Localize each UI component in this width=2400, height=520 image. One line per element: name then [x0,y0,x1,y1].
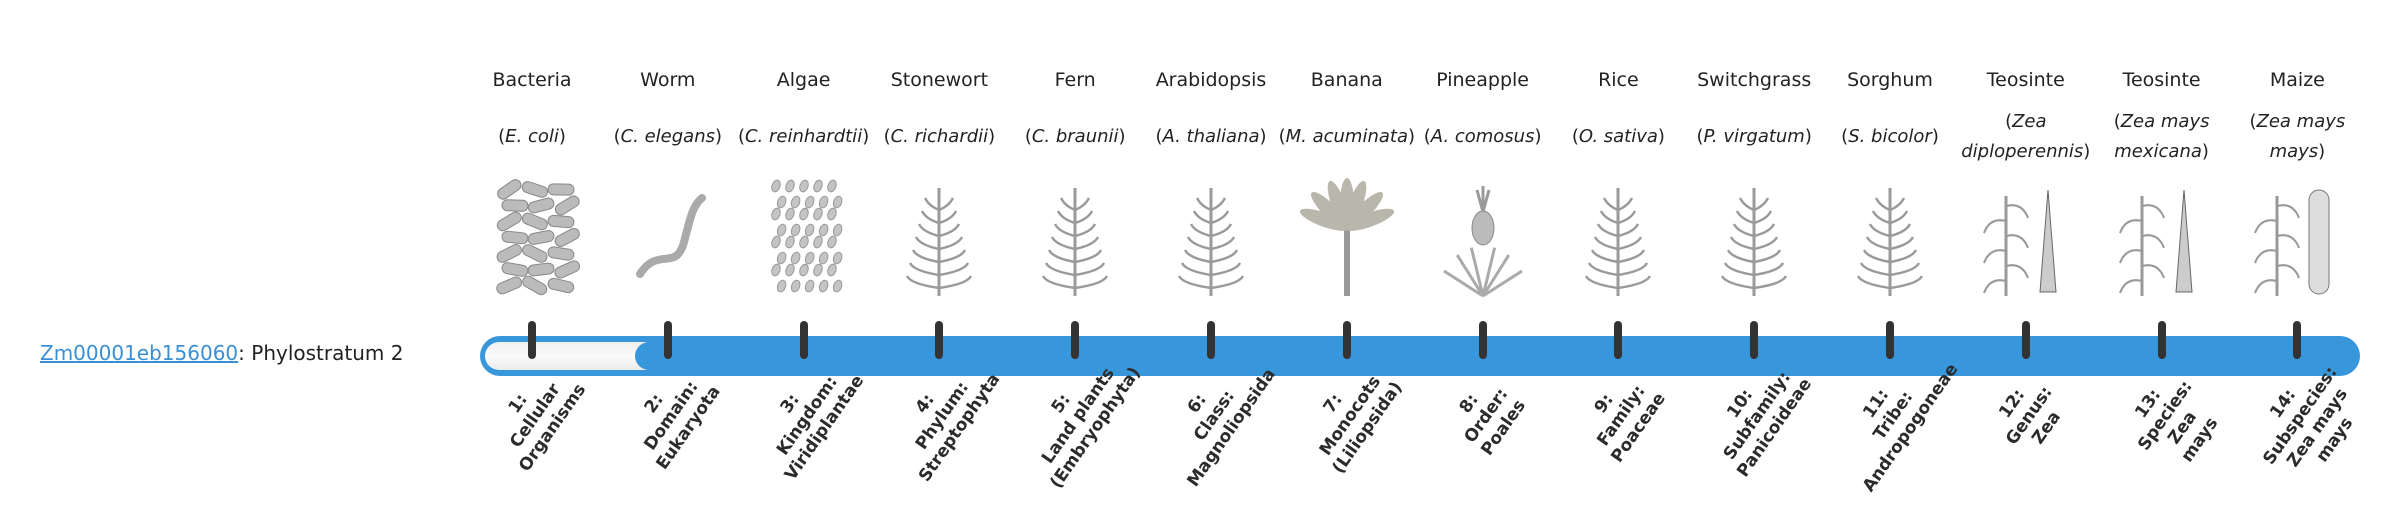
stratum-tick [2157,321,2166,359]
organism-scientific-name: (Zea diploperennis) [1961,111,2091,162]
organism-common-name: Rice [1598,69,1639,91]
gene-phylostratum-label: Zm00001eb156060: Phylostratum 2 [40,338,403,368]
phylostratum-fill [485,342,659,370]
organism-common-name: Maize [2269,69,2325,91]
organism-scientific-name: (A. comosus) [1423,126,1542,147]
organism-common-name: Stonewort [890,69,989,91]
stratum-tick [528,321,536,359]
pineapple-icon [1433,176,1533,298]
stratum-tick [1478,321,1487,359]
organism-scientific-name: (M. acuminata) [1278,126,1416,147]
stratum-tick [1614,321,1623,359]
algae-icon [754,176,854,298]
bacteria-icon [482,176,582,298]
stonewort-icon [889,176,989,298]
rice-icon [1568,176,1668,298]
phylostratum-fill-edge [634,342,663,370]
stratum-tick [1342,321,1351,359]
stratum-tick [1207,321,1215,359]
organism-scientific-name: (P. virgatum) [1696,126,1812,147]
organism-common-name: Fern [1054,69,1096,91]
stratum-tick [1071,321,1080,359]
worm-icon [618,176,718,298]
arabidopsis-icon [1161,176,1261,298]
organism-scientific-name: (C. braunii) [1024,126,1126,147]
stratum-tick [2021,321,2030,359]
organism-common-name: Pineapple [1436,69,1529,91]
organism-scientific-name: (O. sativa) [1571,126,1665,147]
organism-scientific-name: (Zea mays mays) [2249,111,2346,162]
stratum-tick [663,321,672,359]
organism-common-name: Bacteria [492,69,572,91]
organism-scientific-name: (C. elegans) [613,126,723,147]
organism-common-name: Teosinte [1986,69,2065,91]
stratum-tick [935,321,944,359]
organism-scientific-name: (C. richardii) [883,126,996,147]
organism-scientific-name: (S. bicolor) [1841,126,1939,147]
organism-common-name: Worm [640,69,696,91]
teosinte-icon [1976,176,2076,298]
organism-scientific-name: (E. coli) [498,126,566,147]
organism-scientific-name: (C. reinhardtii) [737,126,870,147]
stratum-tick [799,321,808,359]
teosinte-icon [2112,176,2212,298]
organism-scientific-name: (A. thaliana) [1155,126,1267,147]
fern-icon [1025,176,1125,298]
sorghum-icon [1840,176,1940,298]
organism-common-name: Sorghum [1847,69,1933,91]
phylostratum-bar [480,336,2360,376]
banana-icon [1297,176,1397,298]
stratum-tick [1750,321,1759,359]
stratum-tick [1886,321,1894,359]
organism-common-name: Arabidopsis [1155,69,1267,91]
maize-icon [2247,176,2347,298]
organism-common-name: Algae [776,69,831,91]
gene-id-link[interactable]: Zm00001eb156060 [40,341,239,365]
organism-common-name: Teosinte [2122,69,2201,91]
stratum-tick [2293,321,2302,359]
switchgrass-icon [1704,176,1804,298]
phylostratum-text: : Phylostratum 2 [238,341,404,365]
organism-common-name: Banana [1310,69,1383,91]
organism-scientific-name: (Zea mays mexicana) [2113,111,2210,162]
organism-common-name: Switchgrass [1697,69,1812,91]
